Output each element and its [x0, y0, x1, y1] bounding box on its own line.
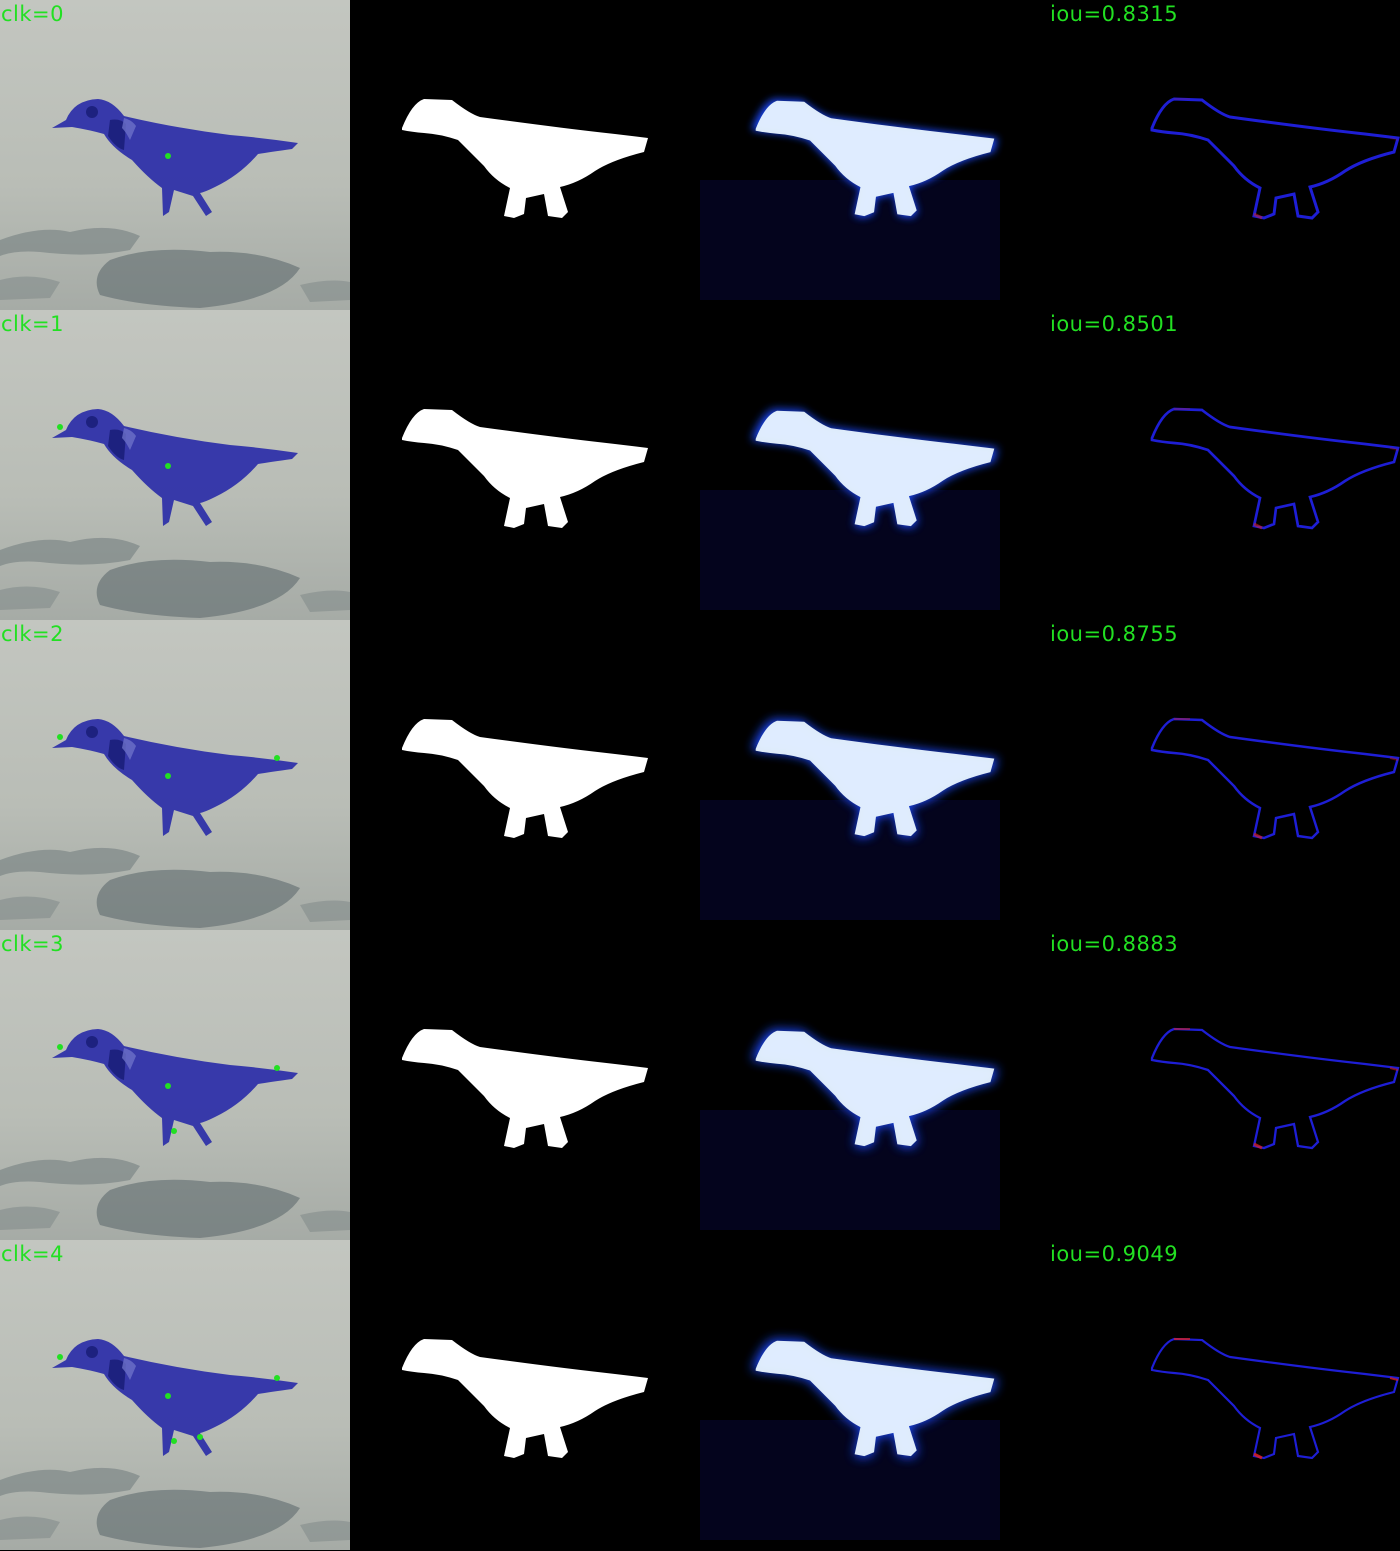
iou-score-label: iou=0.8315	[1050, 2, 1179, 26]
probability-panel	[700, 310, 1050, 620]
bird-photo	[0, 0, 350, 310]
error-panel	[1050, 930, 1400, 1240]
result-row: clk=4 iou=0.9049	[0, 1240, 1400, 1550]
ground-truth-mask	[350, 1240, 700, 1550]
result-row: clk=2 iou=0.8755	[0, 620, 1400, 930]
bird-photo	[0, 620, 350, 930]
click-point	[57, 1354, 63, 1360]
probability-map	[700, 0, 1050, 310]
probability-panel	[700, 1240, 1050, 1550]
click-point	[171, 1438, 177, 1444]
click-point	[171, 1128, 177, 1134]
image-panel	[0, 0, 350, 310]
ground-truth-mask	[350, 930, 700, 1240]
bird-photo	[0, 310, 350, 620]
click-point	[165, 463, 171, 469]
ground-truth-mask	[350, 620, 700, 930]
ground-truth-mask	[350, 310, 700, 620]
error-panel	[1050, 310, 1400, 620]
error-boundary	[1050, 310, 1400, 620]
click-point	[274, 755, 280, 761]
error-boundary	[1050, 930, 1400, 1240]
image-panel	[0, 310, 350, 620]
click-count-label: clk=0	[1, 2, 64, 26]
probability-map	[700, 1240, 1050, 1550]
click-point	[197, 1434, 203, 1440]
iou-score-label: iou=0.8501	[1050, 312, 1179, 336]
bird-photo	[0, 930, 350, 1240]
probability-map	[700, 310, 1050, 620]
mask-panel	[350, 1240, 700, 1550]
probability-panel	[700, 930, 1050, 1240]
probability-panel	[700, 0, 1050, 310]
result-row: clk=1 iou=0.8501	[0, 310, 1400, 620]
probability-map	[700, 930, 1050, 1240]
click-count-label: clk=4	[1, 1242, 64, 1266]
error-panel	[1050, 0, 1400, 310]
error-boundary	[1050, 620, 1400, 930]
error-panel	[1050, 620, 1400, 930]
click-point	[165, 773, 171, 779]
result-row: clk=0 iou=0.8315	[0, 0, 1400, 310]
mask-panel	[350, 0, 700, 310]
ground-truth-mask	[350, 0, 700, 310]
image-panel	[0, 930, 350, 1240]
click-count-label: clk=3	[1, 932, 64, 956]
probability-panel	[700, 620, 1050, 930]
iou-score-label: iou=0.9049	[1050, 1242, 1179, 1266]
iou-score-label: iou=0.8755	[1050, 622, 1179, 646]
click-point	[165, 153, 171, 159]
click-point	[274, 1065, 280, 1071]
result-row: clk=3 iou=0.8883	[0, 930, 1400, 1240]
mask-panel	[350, 620, 700, 930]
click-count-label: clk=2	[1, 622, 64, 646]
error-panel	[1050, 1240, 1400, 1550]
click-point	[165, 1393, 171, 1399]
mask-panel	[350, 930, 700, 1240]
iou-score-label: iou=0.8883	[1050, 932, 1179, 956]
probability-map	[700, 620, 1050, 930]
mask-panel	[350, 310, 700, 620]
error-boundary	[1050, 0, 1400, 310]
click-point	[274, 1375, 280, 1381]
click-point	[57, 734, 63, 740]
error-boundary	[1050, 1240, 1400, 1550]
click-count-label: clk=1	[1, 312, 64, 336]
click-point	[57, 424, 63, 430]
click-point	[57, 1044, 63, 1050]
bird-photo	[0, 1240, 350, 1550]
image-panel	[0, 620, 350, 930]
image-panel	[0, 1240, 350, 1550]
click-point	[165, 1083, 171, 1089]
